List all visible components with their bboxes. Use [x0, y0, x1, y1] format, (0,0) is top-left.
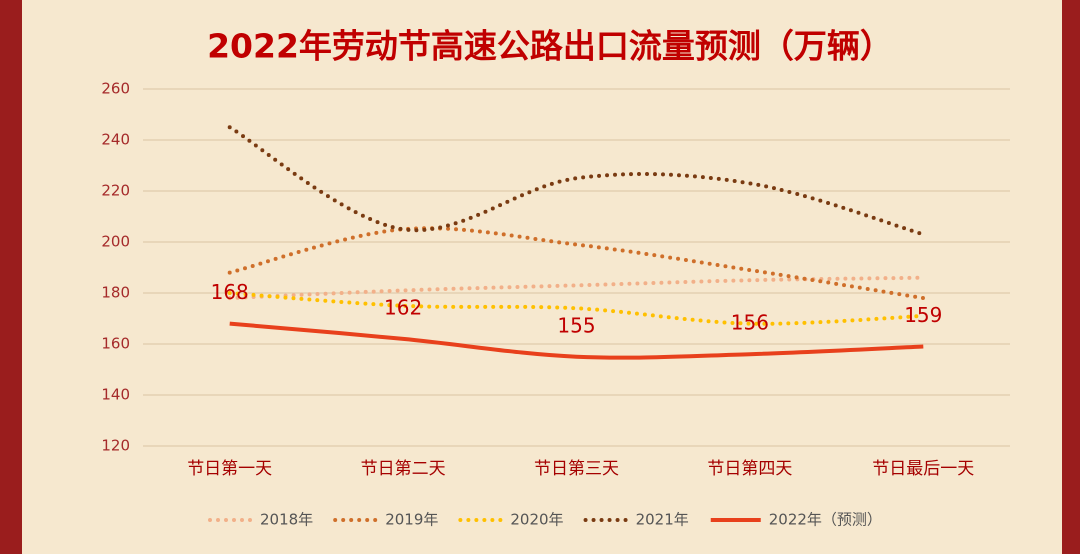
legend-label: 2020年 — [510, 511, 563, 529]
legend-label: 2019年 — [385, 511, 438, 529]
data-label: 159 — [904, 303, 942, 327]
y-tick-label: 120 — [101, 437, 130, 455]
y-tick-label: 160 — [101, 335, 130, 353]
y-tick-label: 140 — [101, 386, 130, 404]
series-line — [227, 125, 926, 237]
y-tick-label: 240 — [101, 131, 130, 149]
legend-label: 2022年（预测） — [769, 511, 882, 529]
y-tick-label: 180 — [101, 284, 130, 302]
data-label: 162 — [384, 295, 422, 319]
legend-label: 2018年 — [260, 511, 313, 529]
data-label: 156 — [731, 311, 769, 335]
data-label: 168 — [211, 280, 249, 304]
x-tick-label: 节日第一天 — [187, 459, 272, 479]
legend-label: 2021年 — [636, 511, 689, 529]
x-tick-label: 节日第三天 — [534, 459, 619, 479]
series-line — [229, 321, 924, 360]
chart-title: 2022年劳动节高速公路出口流量预测（万辆） — [207, 27, 893, 66]
y-tick-label: 200 — [101, 233, 130, 251]
border-left — [0, 0, 22, 554]
y-tick-label: 260 — [101, 80, 130, 98]
x-tick-label: 节日最后一天 — [872, 459, 974, 479]
series-line — [227, 226, 926, 301]
x-tick-label: 节日第二天 — [361, 459, 446, 479]
y-tick-label: 220 — [101, 182, 130, 200]
data-label: 155 — [557, 313, 595, 337]
border-right — [1062, 0, 1080, 554]
x-tick-label: 节日第四天 — [707, 459, 792, 479]
